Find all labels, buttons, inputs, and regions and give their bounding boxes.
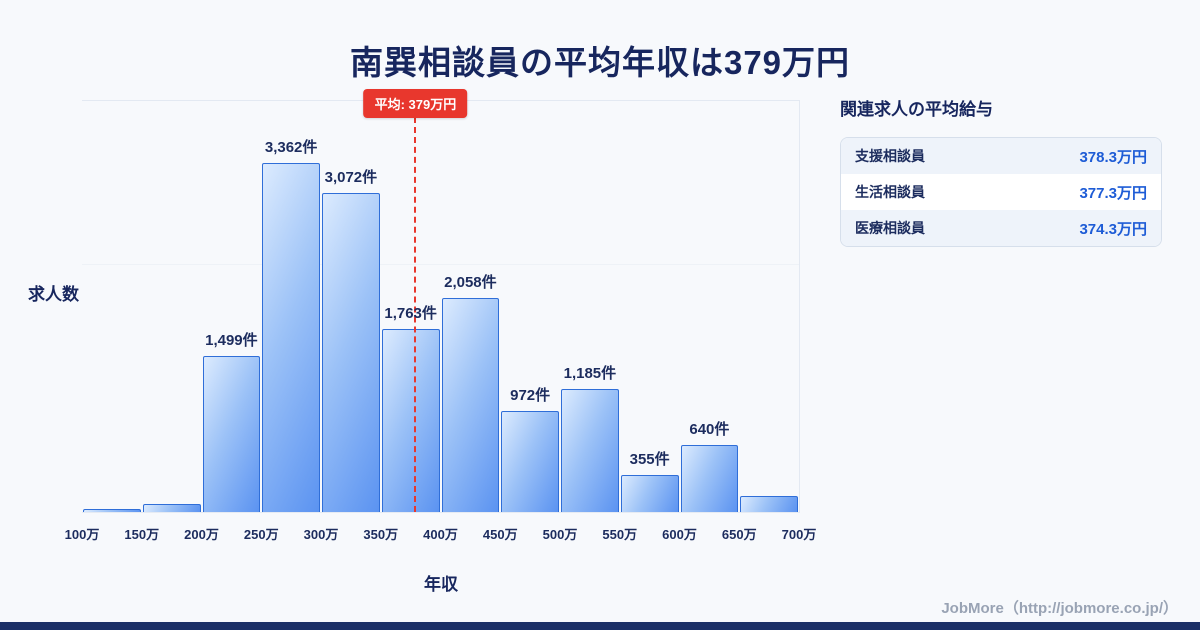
x-tick-label: 100万 [64,527,100,542]
table-row: 支援相談員 378.3万円 [841,138,1161,174]
bar-value-label: 3,072件 [324,169,378,186]
x-tick-label: 400万 [423,527,458,542]
x-tick-label: 150万 [124,527,160,542]
average-line [414,117,417,512]
x-tick-label: 550万 [602,527,638,542]
histogram-bar [441,298,500,512]
histogram-bar [740,496,798,512]
bar-value-label: 3,362件 [264,139,318,156]
bar-value-label: 1,185件 [563,365,617,382]
row-value: 377.3万円 [1079,184,1147,202]
x-tick-label: 200万 [184,527,219,542]
row-label: 医療相談員 [855,220,925,236]
histogram-bar [561,389,619,512]
chart-plot: 平均: 379万円 1,499件 3,362件 3,072件 1,763件 2,058件… [65,89,816,542]
x-axis-label: 年収 [424,575,458,594]
row-value: 374.3万円 [1079,220,1147,238]
histogram-bar [322,193,380,512]
side-panel-heading: 関連求人の平均給与 [840,100,993,119]
x-tick-label: 350万 [363,527,399,542]
x-tick-label: 500万 [542,527,578,542]
histogram-bar [680,445,739,512]
x-tick-label: 250万 [243,527,279,542]
table-row: 医療相談員 374.3万円 [841,210,1161,246]
x-tick-label: 650万 [721,527,757,542]
average-label-badge: 平均: 379万円 [363,89,468,118]
bar-value-label: 355件 [629,451,670,468]
related-salary-table: 支援相談員 378.3万円 生活相談員 377.3万円 医療相談員 374.3万… [840,137,1162,247]
gridline [82,264,799,265]
row-value: 378.3万円 [1079,148,1147,166]
bar-value-label: 2,058件 [444,274,497,291]
histogram-bar [620,475,679,512]
row-label: 生活相談員 [855,184,925,200]
histogram-bar [83,509,141,512]
bottom-accent-bar [0,622,1200,630]
bar-value-label: 640件 [689,421,730,438]
page-title: 南巽相談員の平均年収は379万円 [349,44,851,81]
y-axis-label: 求人数 [28,285,79,304]
x-tick-label: 700万 [781,527,817,542]
histogram-bar [202,356,261,512]
x-tick-label: 600万 [662,527,697,542]
histogram-bar [501,411,559,512]
histogram-bar [262,163,320,512]
x-tick-label: 300万 [303,527,339,542]
bar-value-label: 1,763件 [384,305,437,322]
bar-value-label: 972件 [510,387,551,404]
footer-credit: JobMore（http://jobmore.co.jp/） [941,600,1178,617]
row-label: 支援相談員 [855,148,925,164]
histogram-bar [142,504,201,512]
x-tick-label: 450万 [482,527,518,542]
table-row: 生活相談員 377.3万円 [841,174,1161,210]
histogram-bar [381,329,440,512]
bar-value-label: 1,499件 [205,332,258,349]
